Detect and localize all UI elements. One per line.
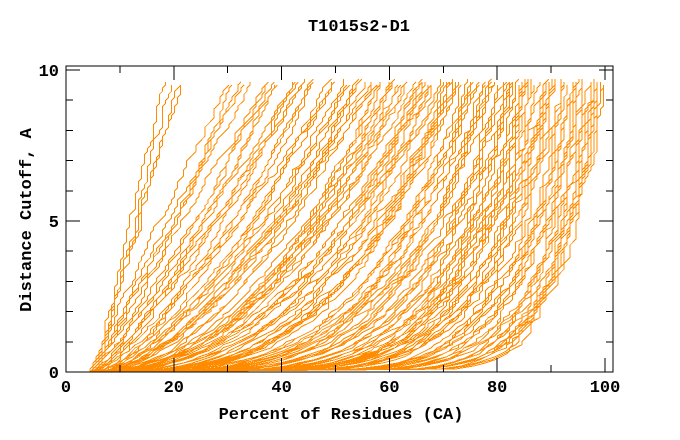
model-curve: [96, 78, 396, 373]
model-curve: [102, 81, 514, 373]
model-curve: [102, 85, 577, 373]
x-tick-label: 40: [271, 379, 291, 398]
model-curve: [95, 84, 245, 373]
model-curve: [98, 82, 167, 372]
plot-border: [65, 65, 614, 373]
model-curve: [92, 82, 251, 373]
model-curve: [96, 85, 333, 373]
model-curve: [96, 82, 523, 373]
model-curve: [96, 84, 378, 373]
model-curve: [93, 84, 556, 373]
x-tick-label: 100: [590, 379, 621, 398]
model-curve: [96, 81, 314, 373]
model-curve: [93, 79, 441, 373]
model-curve: [102, 79, 345, 373]
x-axis-label: Percent of Residues (CA): [219, 406, 464, 425]
y-tick-label: 0: [49, 365, 59, 384]
model-curve: [93, 78, 314, 373]
y-tick-label: 5: [49, 214, 59, 233]
model-curve: [96, 82, 592, 373]
model-curve: [90, 79, 562, 373]
model-curve: [93, 85, 535, 373]
x-tick-label: 60: [379, 379, 399, 398]
model-curve: [96, 81, 511, 373]
model-curve: [96, 84, 351, 373]
model-curve: [102, 82, 574, 373]
x-tick-label: 20: [164, 379, 184, 398]
model-curve: [96, 82, 556, 373]
model-curve: [90, 82, 577, 373]
axes-frame: 0 20 40 60 80 100 0 5 10: [39, 63, 621, 398]
model-curve: [96, 84, 489, 373]
x-tick-label: 0: [61, 379, 71, 398]
model-curve: [89, 81, 296, 373]
model-curve: [93, 85, 429, 373]
model-curve: [96, 82, 471, 373]
model-curve: [93, 84, 459, 373]
model-curve: [99, 85, 568, 373]
model-curve: [89, 84, 266, 373]
model-curve: [89, 81, 335, 373]
model-curve: [96, 81, 417, 373]
model-curve: [89, 84, 302, 373]
model-curve: [104, 84, 233, 373]
y-tick-label: 10: [39, 63, 59, 82]
model-curve: [96, 82, 529, 373]
model-curve: [90, 85, 381, 373]
model-curve: [89, 84, 230, 373]
model-curve: [99, 85, 598, 373]
model-curve: [93, 84, 402, 373]
model-curve: [102, 85, 378, 373]
model-curve: [99, 82, 496, 373]
model-curve: [93, 81, 508, 373]
model-curve: [105, 82, 565, 373]
model-curve: [99, 85, 357, 373]
model-curve: [93, 79, 553, 373]
model-curve: [90, 82, 426, 373]
model-curve: [96, 85, 520, 373]
model-curve: [90, 81, 423, 373]
model-curve: [99, 82, 511, 373]
model-curve: [93, 85, 432, 373]
model-curves: [87, 78, 604, 373]
model-curve: [105, 84, 372, 373]
model-curve: [96, 81, 547, 373]
model-curve: [89, 85, 182, 373]
chart-title: T1015s2-D1: [308, 18, 410, 37]
model-curve: [99, 82, 444, 373]
x-tick-label: 80: [487, 379, 507, 398]
model-curve: [102, 78, 492, 373]
y-axis-label: Distance Cutoff, A: [18, 127, 37, 311]
